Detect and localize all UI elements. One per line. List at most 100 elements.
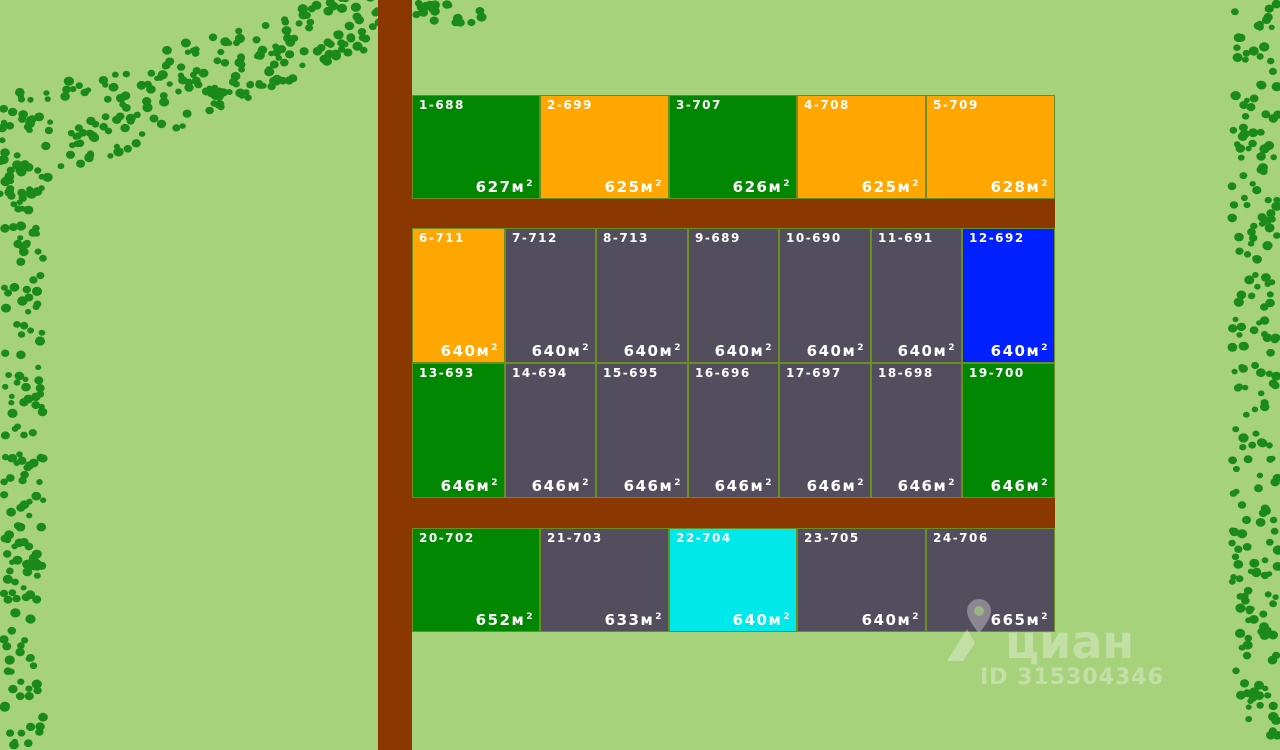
plot-13-693[interactable]: 13-693 646м2 bbox=[412, 363, 505, 498]
tree-icon bbox=[31, 491, 42, 501]
plot-22-704[interactable]: 22-704 640м2 bbox=[669, 528, 797, 632]
plot-area-unit-power: 2 bbox=[948, 343, 956, 353]
tree-icon bbox=[1230, 91, 1241, 101]
tree-icon bbox=[1247, 228, 1256, 236]
plot-10-690[interactable]: 10-690 640м2 bbox=[779, 228, 871, 363]
tree-icon bbox=[7, 453, 18, 463]
tree-icon bbox=[19, 398, 29, 407]
plot-9-689[interactable]: 9-689 640м2 bbox=[688, 228, 779, 363]
tree-icon bbox=[1264, 509, 1271, 515]
tree-icon bbox=[31, 401, 41, 410]
tree-icon bbox=[1238, 123, 1248, 132]
tree-icon bbox=[312, 46, 323, 56]
plot-12-692[interactable]: 12-692 640м2 bbox=[962, 228, 1055, 363]
plot-21-703[interactable]: 21-703 633м2 bbox=[540, 528, 669, 632]
plot-area-value: 640 bbox=[897, 342, 934, 360]
tree-icon bbox=[1243, 251, 1252, 258]
plot-area-value: 646 bbox=[623, 477, 660, 495]
plot-2-699[interactable]: 2-699 625м2 bbox=[540, 95, 669, 199]
tree-icon bbox=[5, 122, 15, 130]
plot-11-691[interactable]: 11-691 640м2 bbox=[871, 228, 962, 363]
plot-area-value: 640 bbox=[990, 342, 1027, 360]
tree-icon bbox=[1252, 254, 1262, 264]
plot-area-unit: м bbox=[567, 477, 582, 495]
tree-icon bbox=[285, 38, 296, 47]
plot-area-unit-power: 2 bbox=[1041, 343, 1049, 353]
plot-area-unit-power: 2 bbox=[491, 478, 499, 488]
plot-5-709[interactable]: 5-709 628м2 bbox=[926, 95, 1055, 199]
tree-icon bbox=[1228, 578, 1236, 585]
tree-icon bbox=[23, 123, 32, 131]
tree-icon bbox=[1250, 222, 1258, 230]
tree-icon bbox=[1272, 562, 1280, 571]
tree-icon bbox=[1260, 571, 1269, 580]
tree-icon bbox=[3, 550, 12, 558]
plot-20-702[interactable]: 20-702 652м2 bbox=[412, 528, 540, 632]
tree-icon bbox=[244, 94, 252, 101]
tree-icon bbox=[18, 476, 27, 485]
plot-14-694[interactable]: 14-694 646м2 bbox=[505, 363, 596, 498]
tree-icon bbox=[0, 431, 10, 440]
plot-area-unit: м bbox=[897, 611, 912, 629]
tree-icon bbox=[475, 6, 485, 15]
plot-17-697[interactable]: 17-697 646м2 bbox=[779, 363, 871, 498]
tree-icon bbox=[1268, 67, 1277, 75]
tree-icon bbox=[162, 45, 172, 55]
plot-6-711[interactable]: 6-711 640м2 bbox=[412, 228, 505, 363]
tree-icon bbox=[1242, 651, 1252, 660]
plot-8-713[interactable]: 8-713 640м2 bbox=[596, 228, 688, 363]
tree-icon bbox=[4, 655, 15, 665]
tree-icon bbox=[1232, 53, 1243, 62]
tree-icon bbox=[1260, 399, 1269, 407]
plot-area: 640м2 bbox=[624, 342, 682, 360]
tree-icon bbox=[178, 76, 188, 85]
tree-icon bbox=[238, 56, 245, 63]
plot-label: 5-709 bbox=[933, 98, 979, 112]
plot-7-712[interactable]: 7-712 640м2 bbox=[505, 228, 596, 363]
plot-18-698[interactable]: 18-698 646м2 bbox=[871, 363, 962, 498]
tree-icon bbox=[1259, 316, 1270, 325]
tree-icon bbox=[7, 107, 18, 117]
plot-area-value: 652 bbox=[475, 611, 512, 629]
tree-icon bbox=[0, 284, 8, 291]
plot-3-707[interactable]: 3-707 626м2 bbox=[669, 95, 797, 199]
tree-icon bbox=[1263, 626, 1272, 634]
tree-icon bbox=[19, 321, 29, 330]
tree-icon bbox=[252, 36, 261, 44]
plot-area-unit-power: 2 bbox=[765, 343, 773, 353]
tree-icon bbox=[1249, 326, 1259, 335]
plot-area-value: 626 bbox=[732, 178, 769, 196]
plot-area-unit-power: 2 bbox=[655, 612, 663, 622]
plot-4-708[interactable]: 4-708 625м2 bbox=[797, 95, 926, 199]
tree-icon bbox=[1264, 591, 1272, 598]
tree-icon bbox=[176, 63, 186, 71]
tree-icon bbox=[42, 172, 53, 182]
plot-24-706[interactable]: 24-706 665м2 bbox=[926, 528, 1055, 632]
tree-icon bbox=[36, 522, 47, 532]
tree-icon bbox=[1268, 712, 1279, 722]
plot-label: 6-711 bbox=[419, 231, 465, 245]
plot-area-unit: м bbox=[842, 477, 857, 495]
plot-1-688[interactable]: 1-688 627м2 bbox=[412, 95, 540, 199]
plot-area-unit-power: 2 bbox=[857, 478, 865, 488]
plot-19-700[interactable]: 19-700 646м2 bbox=[962, 363, 1055, 498]
tree-icon bbox=[1273, 110, 1280, 119]
tree-icon bbox=[39, 254, 47, 262]
plot-label: 14-694 bbox=[512, 366, 568, 380]
tree-icon bbox=[37, 407, 48, 417]
plot-area-unit: м bbox=[1026, 342, 1041, 360]
tree-icon bbox=[306, 18, 315, 26]
tree-icon bbox=[33, 686, 42, 695]
tree-icon bbox=[1248, 139, 1257, 148]
plot-area-unit: м bbox=[640, 611, 655, 629]
tree-icon bbox=[272, 43, 279, 50]
tree-icon bbox=[1242, 49, 1251, 57]
tree-icon bbox=[180, 38, 191, 48]
plot-16-696[interactable]: 16-696 646м2 bbox=[688, 363, 779, 498]
tree-icon bbox=[13, 321, 21, 328]
tree-icon bbox=[0, 635, 9, 644]
plot-23-705[interactable]: 23-705 640м2 bbox=[797, 528, 926, 632]
plot-15-695[interactable]: 15-695 646м2 bbox=[596, 363, 688, 498]
tree-icon bbox=[1233, 297, 1244, 307]
